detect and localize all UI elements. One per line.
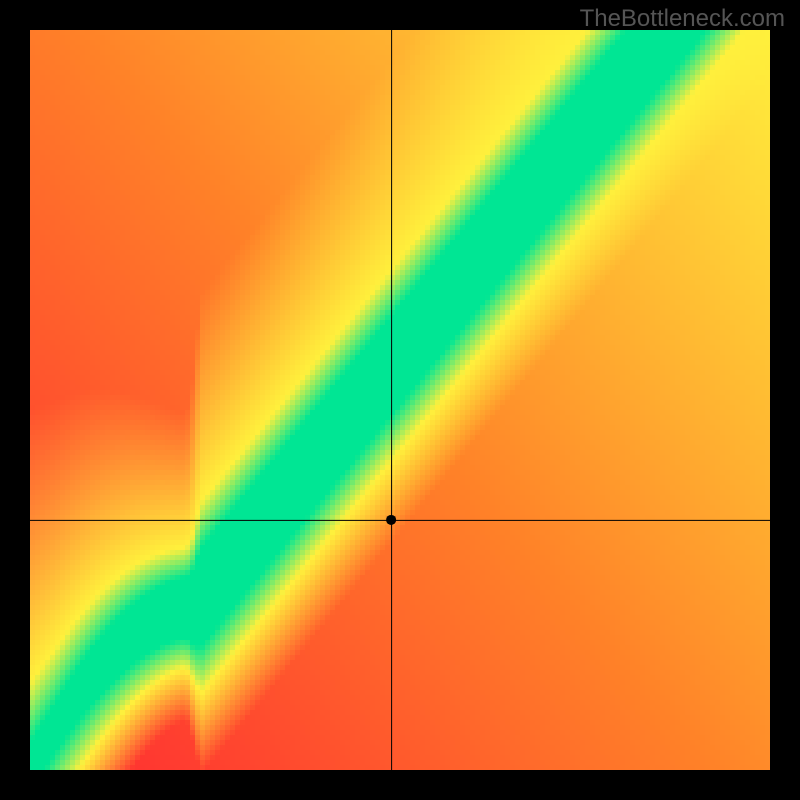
bottleneck-heatmap [0,0,800,800]
chart-container: TheBottleneck.com [0,0,800,800]
watermark-text: TheBottleneck.com [580,5,785,33]
